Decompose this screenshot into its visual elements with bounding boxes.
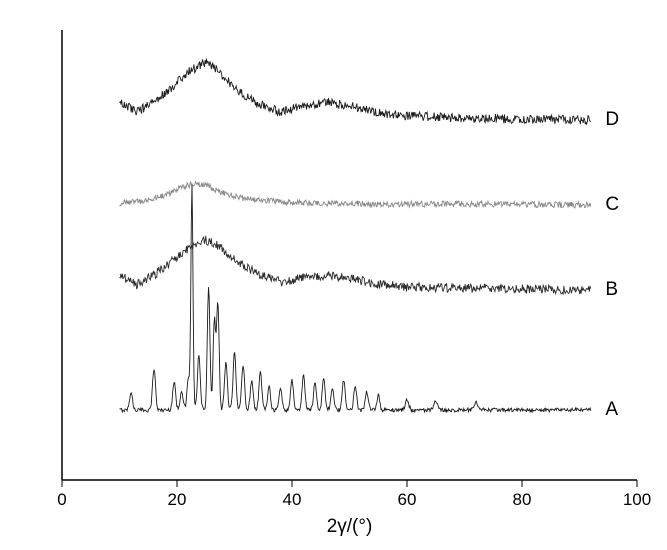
x-tick-label: 80 <box>513 490 532 509</box>
series-label-B: B <box>605 279 618 300</box>
x-tick-label: 0 <box>57 490 66 509</box>
series-label-C: C <box>605 194 619 215</box>
xrd-chart: 0 20 40 60 80 100 2γ/(°) A B C D <box>0 0 667 550</box>
series-label-A: A <box>605 399 618 420</box>
x-tick-label: 100 <box>623 490 651 509</box>
x-tick-label: 20 <box>168 490 187 509</box>
x-tick-label: 40 <box>283 490 302 509</box>
xrd-chart-container: { "chart": { "type": "line", "width": 66… <box>0 0 667 550</box>
series-C <box>120 181 591 208</box>
x-axis-label: 2γ/(°) <box>327 516 373 537</box>
x-tick-label: 60 <box>398 490 417 509</box>
series-B <box>120 236 591 294</box>
series-A <box>120 184 591 412</box>
series-label-D: D <box>605 109 619 130</box>
series-D <box>120 59 591 125</box>
